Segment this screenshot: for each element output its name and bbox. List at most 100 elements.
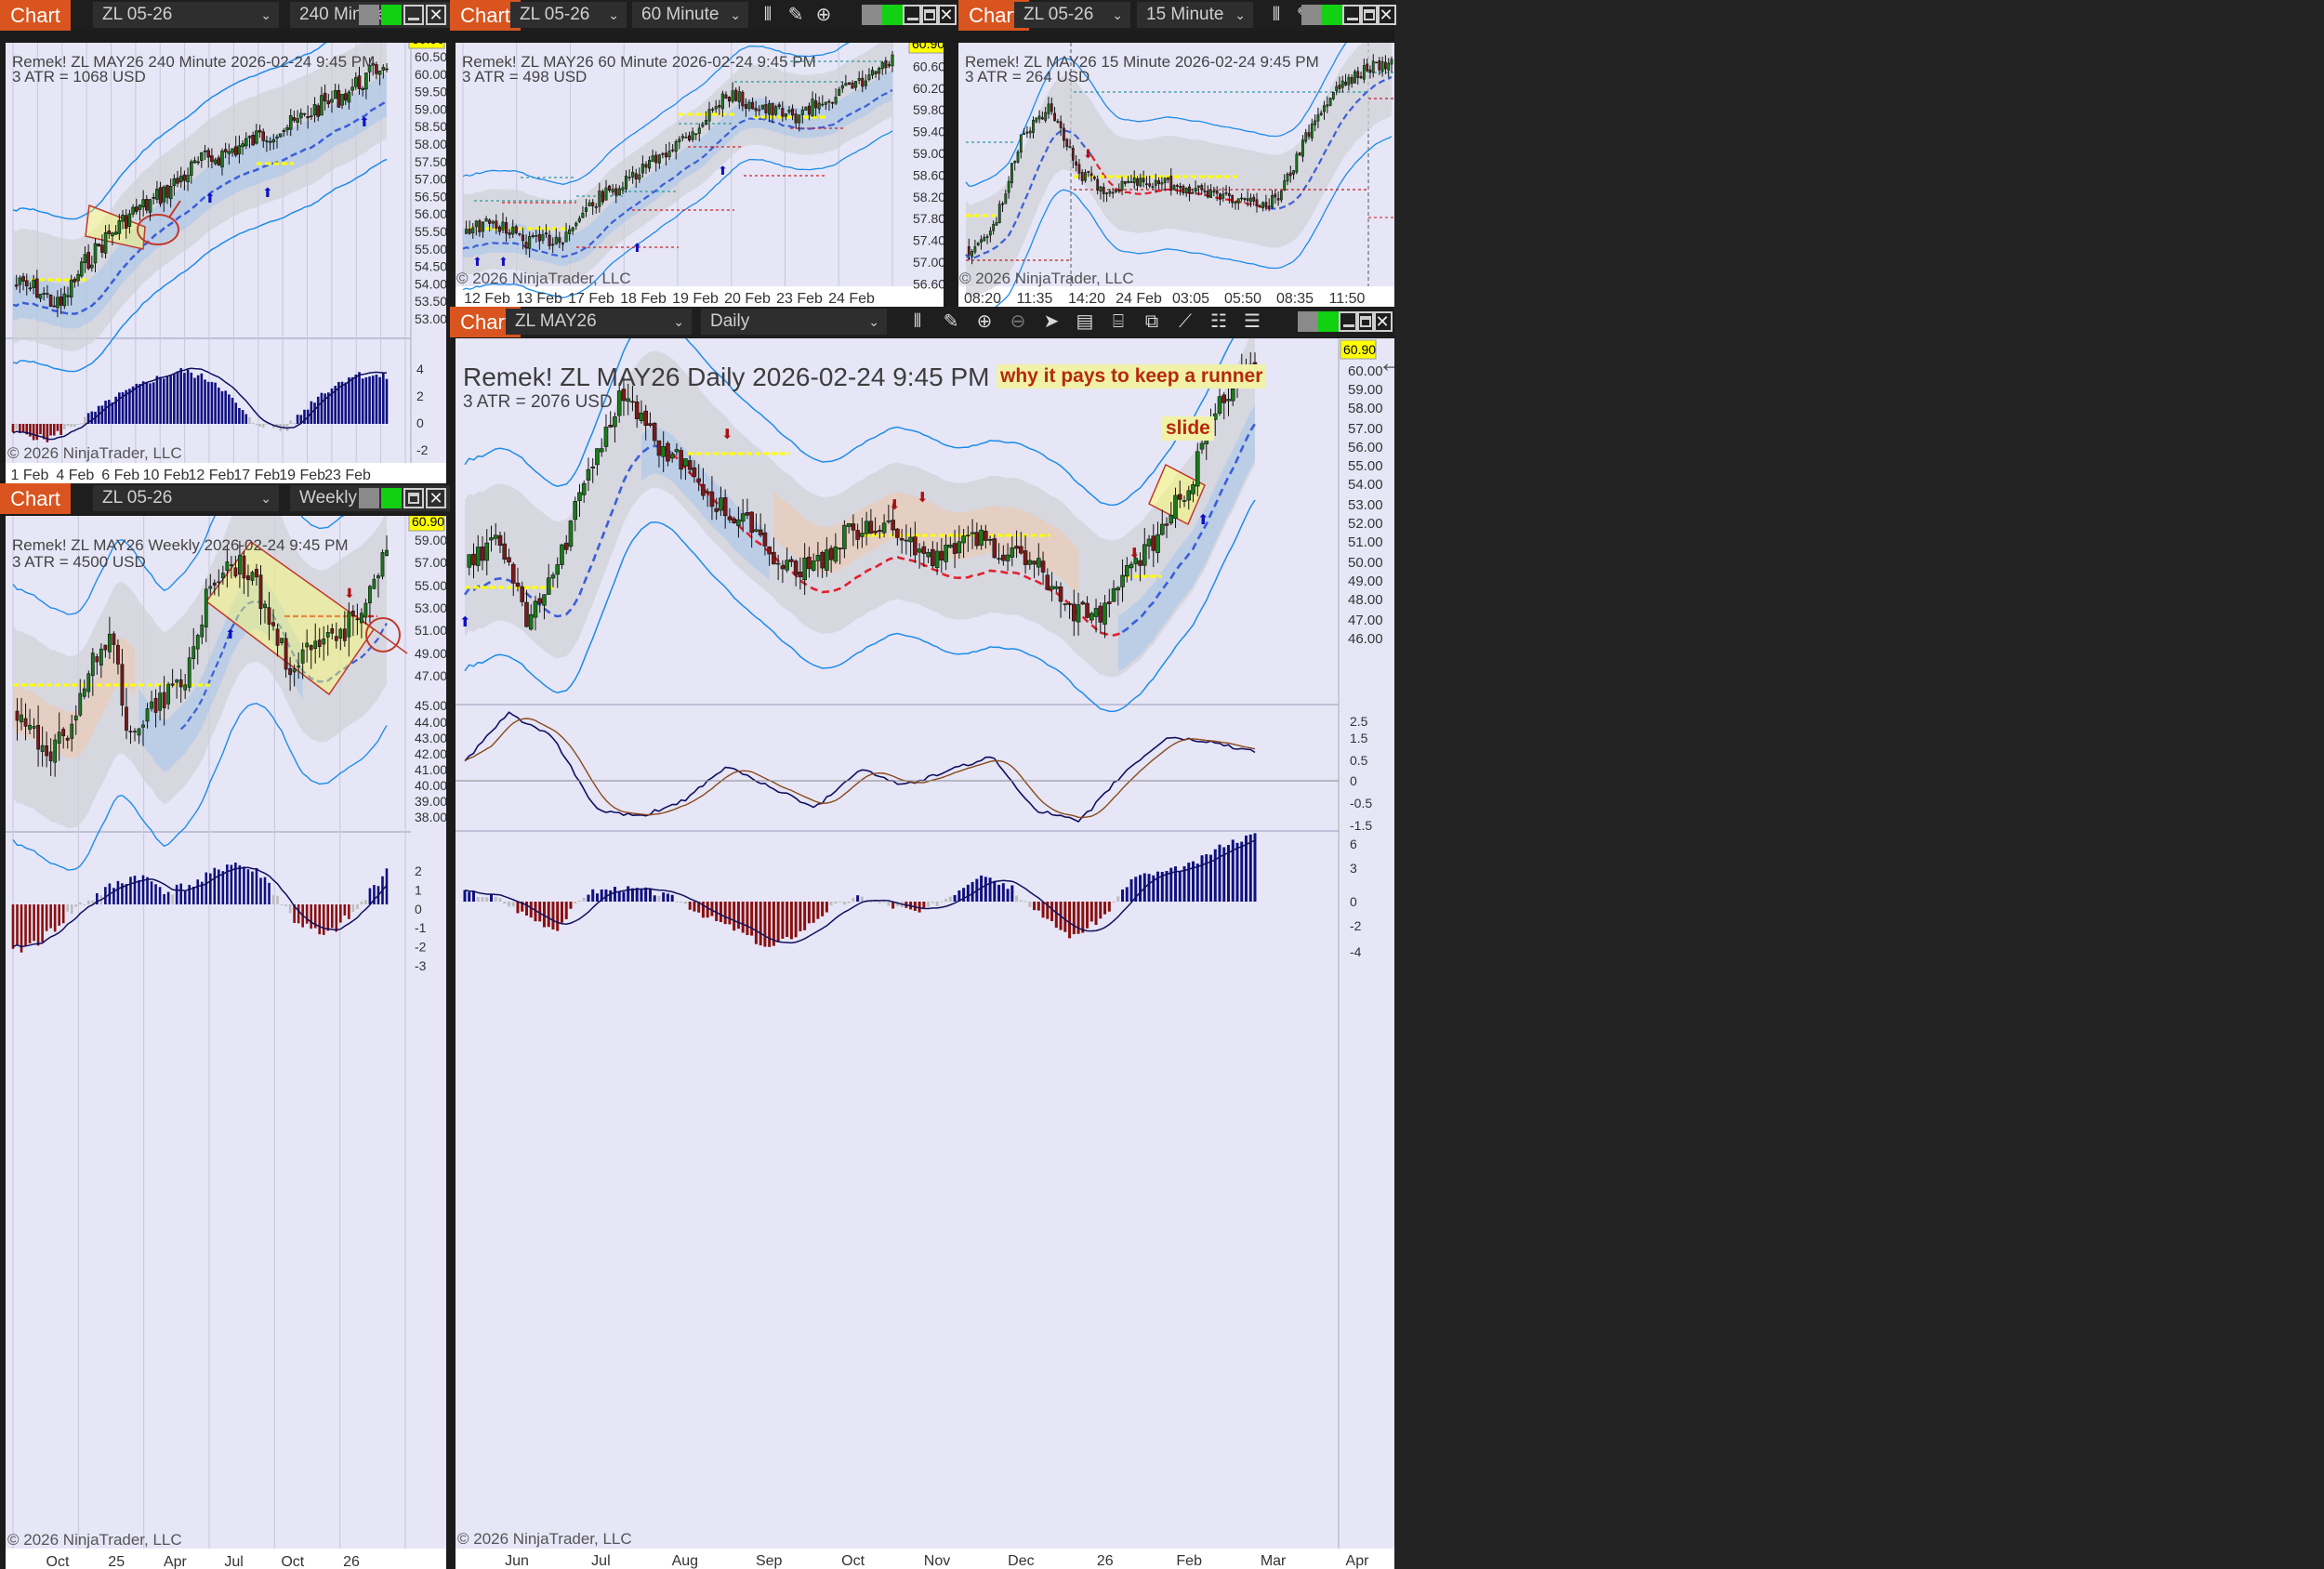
close-button[interactable]: ✕ bbox=[936, 5, 957, 25]
link-button[interactable] bbox=[381, 488, 402, 508]
minimize-button[interactable] bbox=[903, 5, 923, 25]
histogram-bar bbox=[971, 881, 974, 902]
histogram-bar bbox=[842, 902, 846, 905]
candle-body bbox=[727, 97, 732, 102]
minimize-button[interactable] bbox=[1339, 311, 1359, 332]
histogram-bar bbox=[141, 875, 145, 904]
hide-button[interactable] bbox=[1301, 5, 1322, 25]
chart-style-icon[interactable]: ⫴ bbox=[913, 311, 922, 332]
annotation-runner[interactable]: why it pays to keep a runner bbox=[997, 364, 1267, 389]
minimize-button[interactable] bbox=[403, 5, 424, 25]
chart-style-icon[interactable]: ⫴ bbox=[763, 5, 772, 25]
price-plot[interactable]: ⬆ ⬆ ⬆ 60.50 60.00 59.50 59.00 58.50 58.00 57.50 57… bbox=[6, 43, 446, 483]
candle-body bbox=[305, 642, 310, 648]
close-button[interactable]: ✕ bbox=[1372, 311, 1393, 332]
zoom-in-icon[interactable]: ⊕ bbox=[976, 311, 993, 332]
histogram-bar bbox=[339, 904, 342, 923]
interval-select[interactable]: 15 Minute ⌄ bbox=[1137, 2, 1253, 28]
candle-body bbox=[1380, 61, 1384, 72]
candle-body bbox=[931, 548, 935, 567]
candle-body bbox=[631, 171, 635, 178]
hide-button[interactable] bbox=[1298, 311, 1318, 332]
candle-body bbox=[1366, 63, 1369, 72]
candle-body bbox=[334, 636, 338, 641]
close-button[interactable]: ✕ bbox=[1376, 5, 1396, 25]
price-plot[interactable]: ⬇60.8060.6060.5060.3060.2060.0059.8059.7… bbox=[958, 43, 1394, 307]
data-box-icon[interactable]: ▤ bbox=[1076, 311, 1094, 332]
indicators-icon[interactable]: ⟋ bbox=[1179, 311, 1192, 332]
instrument-select[interactable]: ZL 05-26 ⌄ bbox=[1014, 2, 1130, 28]
candle-body bbox=[825, 549, 829, 571]
candle-body bbox=[1368, 69, 1372, 73]
chart-tab[interactable]: Chart bbox=[0, 0, 71, 31]
minimize-button[interactable] bbox=[1342, 5, 1363, 25]
fast-line bbox=[464, 711, 1256, 824]
link-button[interactable] bbox=[381, 5, 402, 25]
histogram-bar bbox=[324, 393, 326, 424]
histogram-bar bbox=[1116, 896, 1120, 902]
price-plot[interactable]: ⬆⬆⬆⬆61.0060.6060.2059.8059.4059.0058.605… bbox=[456, 43, 944, 307]
maximize-button[interactable] bbox=[403, 488, 424, 508]
maximize-button[interactable] bbox=[919, 5, 940, 25]
candle-body bbox=[1283, 180, 1287, 191]
list-icon[interactable]: ☰ bbox=[1244, 311, 1261, 332]
instrument-select[interactable]: ZL MAY26 ⌄ bbox=[506, 309, 692, 335]
properties-icon[interactable]: ☷ bbox=[1210, 311, 1227, 332]
link-button[interactable] bbox=[1318, 311, 1339, 332]
close-button[interactable]: ✕ bbox=[426, 5, 446, 25]
candle-body bbox=[1108, 191, 1112, 194]
strategies-icon[interactable]: ⌸ bbox=[1113, 311, 1124, 332]
candle-body bbox=[56, 297, 59, 309]
back-arrow-icon[interactable]: ← bbox=[1378, 348, 1394, 378]
link-button[interactable] bbox=[1322, 5, 1342, 25]
candle-body bbox=[1013, 161, 1017, 164]
osc-tick-label: -4 bbox=[1350, 944, 1362, 959]
zoom-out-icon[interactable]: ⊖ bbox=[1010, 311, 1026, 332]
pointer-icon[interactable]: ➤ bbox=[1043, 311, 1060, 332]
hide-button[interactable] bbox=[862, 5, 882, 25]
drawing-tool-icon[interactable]: ✎ bbox=[943, 311, 959, 332]
price-plot[interactable]: ⬆ ⬇ 59.00 57.00 55.00 53.00 51.00 49.00 47.00 45.… bbox=[6, 516, 446, 1569]
candle-body bbox=[284, 638, 288, 670]
drawing-tool-icon[interactable]: ✎ bbox=[787, 5, 804, 25]
candle-body bbox=[484, 542, 490, 561]
chart-tab[interactable]: Chart bbox=[0, 483, 71, 514]
candle-body bbox=[1209, 190, 1212, 198]
osc-tick-label: 2 bbox=[416, 389, 424, 403]
hide-button[interactable] bbox=[359, 488, 379, 508]
histogram-bar bbox=[310, 904, 312, 930]
candle-body bbox=[648, 160, 652, 169]
lower-band-line bbox=[462, 130, 893, 298]
trend-band bbox=[463, 69, 892, 267]
candle-body bbox=[467, 554, 472, 568]
histogram-bar bbox=[83, 904, 86, 905]
histogram-bar bbox=[503, 902, 507, 904]
hide-button[interactable] bbox=[359, 5, 379, 25]
instrument-select[interactable]: ZL 05-26 ⌄ bbox=[93, 2, 279, 28]
instrument-select[interactable]: ZL 05-26 ⌄ bbox=[93, 485, 279, 511]
interval-select[interactable]: 60 Minute ⌄ bbox=[632, 2, 748, 28]
osc-tick-label: -3 bbox=[415, 958, 427, 973]
candle-body bbox=[652, 423, 657, 442]
link-button[interactable] bbox=[882, 5, 903, 25]
interval-select[interactable]: Daily ⌄ bbox=[701, 309, 887, 335]
candle-body bbox=[983, 237, 986, 242]
screenshot-icon[interactable]: ⧉ bbox=[1144, 311, 1159, 332]
chart-style-icon[interactable]: ⫴ bbox=[1272, 5, 1281, 25]
zoom-in-icon[interactable]: ⊕ bbox=[815, 5, 832, 25]
maximize-button[interactable] bbox=[1359, 5, 1380, 25]
chart-tab[interactable]: Chart bbox=[450, 0, 521, 31]
candle-body bbox=[777, 104, 781, 108]
histogram-bar bbox=[1139, 875, 1142, 902]
histogram-bar bbox=[335, 904, 338, 932]
histogram-bar bbox=[1152, 875, 1155, 902]
price-plot[interactable]: ⬇ ⬇ ⬇ ⬇ ⬆ ⬆ 60.00 59.00 58.00 57.00 56.00 55.00 54.0… bbox=[456, 338, 1394, 1569]
close-button[interactable]: ✕ bbox=[426, 488, 446, 508]
maximize-button[interactable] bbox=[1355, 311, 1376, 332]
candle-body bbox=[1146, 538, 1152, 547]
candle-body bbox=[182, 174, 187, 181]
instrument-select[interactable]: ZL 05-26 ⌄ bbox=[510, 2, 627, 28]
candle-body bbox=[807, 556, 812, 570]
histogram-bar bbox=[587, 894, 590, 902]
annotation-slide[interactable]: slide bbox=[1162, 416, 1214, 441]
